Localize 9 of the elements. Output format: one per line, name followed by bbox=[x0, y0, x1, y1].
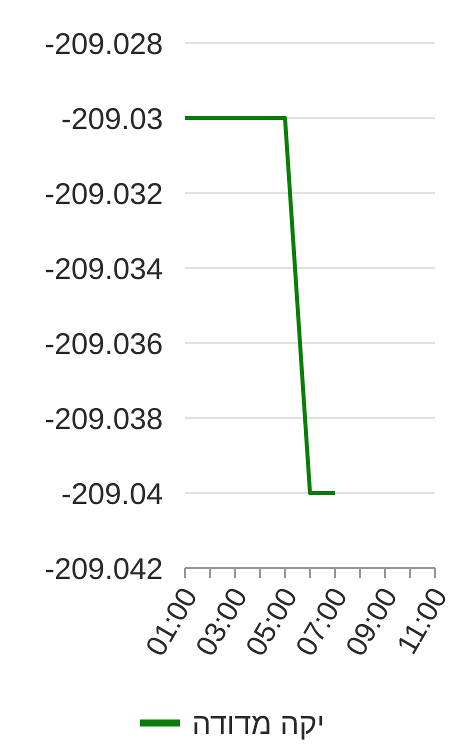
legend-label: יקה מדודה bbox=[192, 708, 325, 741]
y-tick-label: -209.032 bbox=[44, 178, 163, 211]
y-tick-label: -209.03 bbox=[61, 102, 163, 136]
y-tick-label: -209.038 bbox=[44, 402, 163, 436]
y-tick-label: -209.04 bbox=[61, 478, 163, 511]
y-tick-label: -209.042 bbox=[44, 552, 163, 586]
y-tick-label: -209.036 bbox=[44, 328, 163, 361]
y-tick-label: -209.034 bbox=[44, 252, 163, 286]
y-tick-label: -209.028 bbox=[44, 28, 163, 61]
